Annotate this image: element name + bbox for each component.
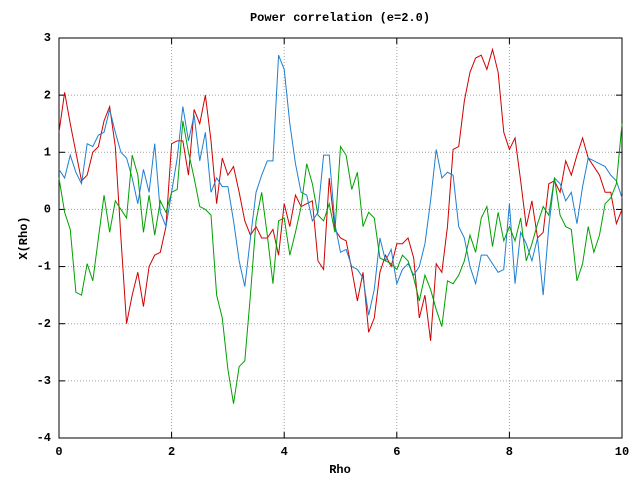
x-tick-label: 0 — [55, 445, 62, 459]
y-tick-label: 3 — [44, 31, 51, 45]
plot-frame — [58, 37, 623, 439]
x-tick-label: 8 — [506, 445, 513, 459]
data-line — [58, 47, 623, 341]
y-tick-label: 1 — [44, 145, 51, 159]
y-tick-label: -1 — [37, 260, 51, 274]
chart-title: Power correlation (e=2.0) — [250, 11, 430, 25]
y-tick-label: -2 — [37, 317, 51, 331]
data-line — [58, 54, 623, 316]
y-tick-label: -4 — [37, 431, 51, 445]
y-tick-label: -3 — [37, 374, 51, 388]
data-line — [58, 120, 623, 404]
x-tick-label: 10 — [615, 445, 629, 459]
x-tick-label: 2 — [168, 445, 175, 459]
x-tick-label: 6 — [393, 445, 400, 459]
x-tick-label: 4 — [281, 445, 288, 459]
x-axis-label: Rho — [329, 463, 351, 477]
y-tick-label: 2 — [44, 88, 51, 102]
y-axis-label: X(Rho) — [17, 216, 31, 259]
y-tick-label: 0 — [44, 203, 51, 217]
